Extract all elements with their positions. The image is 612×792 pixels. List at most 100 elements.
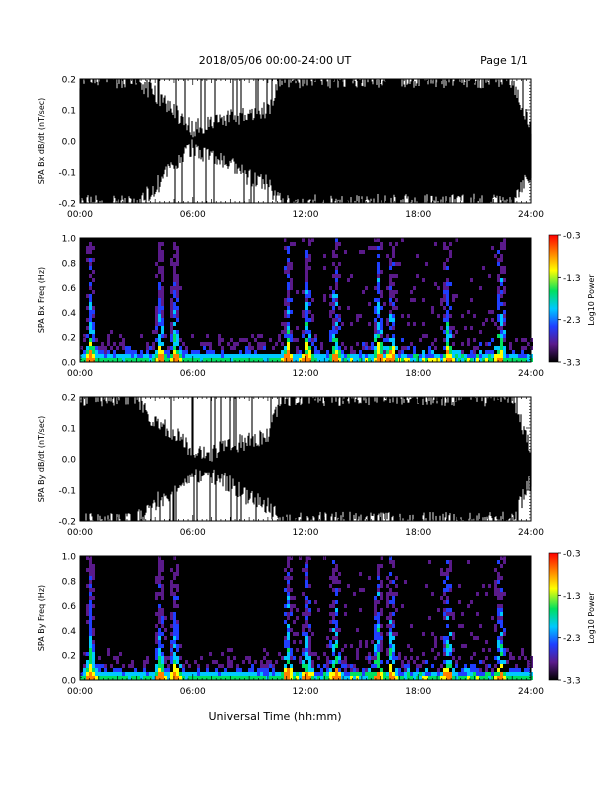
spectrogram-cell	[377, 664, 380, 668]
spectrogram-cell	[482, 354, 485, 358]
spectrogram-cell	[479, 350, 482, 354]
spectrogram-cell	[344, 668, 347, 672]
spectrogram-cell	[275, 354, 278, 358]
spectrogram-cell	[506, 354, 509, 358]
spectrogram-cell	[332, 572, 335, 576]
spectrogram-cell	[332, 334, 335, 338]
spectrogram-cell	[122, 354, 125, 358]
spectrogram-cell	[299, 640, 302, 644]
spectrogram-cell	[404, 358, 407, 362]
spectrogram-cell	[497, 616, 500, 620]
spectrogram-cell	[392, 632, 395, 636]
spectrogram-cell	[275, 672, 278, 676]
spectrogram-cell	[500, 270, 503, 274]
spectrogram-cell	[446, 246, 449, 250]
spectrogram-cell	[482, 648, 485, 652]
spectrogram-cell	[230, 672, 233, 676]
spectrogram-cell	[323, 354, 326, 358]
spectrogram-cell	[158, 310, 161, 314]
spectrogram-cell	[389, 572, 392, 576]
spectrogram-cell	[497, 656, 500, 660]
spectrogram-cell	[311, 354, 314, 358]
spectrogram-cell	[317, 354, 320, 358]
spectrogram-cell	[287, 580, 290, 584]
spectrogram-cell	[446, 664, 449, 668]
spectrogram-cell	[290, 242, 293, 246]
spectrogram-cell	[500, 576, 503, 580]
spectrogram-cell	[437, 286, 440, 290]
spectrogram-cell	[230, 660, 233, 664]
spectrogram-cell	[254, 354, 257, 358]
spectrogram-cell	[461, 350, 464, 354]
spectrogram-cell	[149, 672, 152, 676]
spectrogram-cell	[146, 660, 149, 664]
spectrogram-cell	[146, 672, 149, 676]
spectrogram-cell	[89, 560, 92, 564]
spectrogram-cell	[287, 572, 290, 576]
spectrogram-cell	[344, 604, 347, 608]
spectrogram-cell	[377, 676, 380, 680]
spectrogram-cell	[392, 294, 395, 298]
spectrogram-cell	[497, 572, 500, 576]
spectrogram-cell	[350, 672, 353, 676]
spectrogram-cell	[503, 620, 506, 624]
spectrogram-cell	[455, 660, 458, 664]
spectrogram-cell	[422, 298, 425, 302]
spectrogram-cell	[392, 564, 395, 568]
spectrogram-cell	[335, 660, 338, 664]
spectrogram-cell	[452, 668, 455, 672]
spectrogram-cell	[380, 624, 383, 628]
spectrogram-cell	[176, 556, 179, 560]
spectrogram-cell	[299, 672, 302, 676]
spectrogram-cell	[290, 648, 293, 652]
spectrogram-cell	[449, 676, 452, 680]
spectrogram-cell	[104, 354, 107, 358]
spectrogram-cell	[98, 668, 101, 672]
spectrogram-cell	[161, 572, 164, 576]
spectrogram-cell	[80, 676, 83, 680]
spectrogram-cell	[89, 656, 92, 660]
spectrogram-cell	[305, 270, 308, 274]
spectrogram-cell	[107, 648, 110, 652]
spectrogram-cell	[299, 354, 302, 358]
spectrogram-cell	[458, 346, 461, 350]
spectrogram-cell	[356, 318, 359, 322]
spectrogram-cell	[170, 306, 173, 310]
spectrogram-cell	[302, 314, 305, 318]
spectrogram-cell	[260, 334, 263, 338]
spectrogram-cell	[464, 668, 467, 672]
spectrogram-cell	[416, 358, 419, 362]
spectrogram-cell	[329, 314, 332, 318]
spectrogram-cell	[404, 354, 407, 358]
spectrogram-cell	[443, 330, 446, 334]
spectrogram-cell	[428, 282, 431, 286]
spectrogram-cell	[263, 656, 266, 660]
spectrogram-cell	[200, 676, 203, 680]
spectrogram-cell	[305, 600, 308, 604]
spectrogram-cell	[275, 660, 278, 664]
spectrogram-cell	[446, 322, 449, 326]
spectrogram-cell	[176, 342, 179, 346]
spectrogram-cell	[488, 342, 491, 346]
spectrogram-cell	[386, 600, 389, 604]
spectrogram-cell	[497, 346, 500, 350]
spectrogram-cell	[443, 354, 446, 358]
spectrogram-cell	[116, 346, 119, 350]
spectrogram-cell	[329, 358, 332, 362]
spectrogram-cell	[92, 596, 95, 600]
spectrogram-cell	[335, 600, 338, 604]
spectrogram-cell	[515, 354, 518, 358]
spectrogram-cell	[335, 636, 338, 640]
spectrogram-cell	[338, 358, 341, 362]
spectrogram-cell	[161, 676, 164, 680]
spectrogram-cell	[353, 354, 356, 358]
spectrogram-cell	[284, 334, 287, 338]
spectrogram-cell	[185, 676, 188, 680]
spectrogram-cell	[293, 608, 296, 612]
spectrogram-cell	[173, 596, 176, 600]
spectrogram-cell	[119, 342, 122, 346]
spectrogram-cell	[434, 644, 437, 648]
spectrogram-cell	[185, 350, 188, 354]
spectrogram-cell	[332, 620, 335, 624]
spectrogram-cell	[311, 668, 314, 672]
